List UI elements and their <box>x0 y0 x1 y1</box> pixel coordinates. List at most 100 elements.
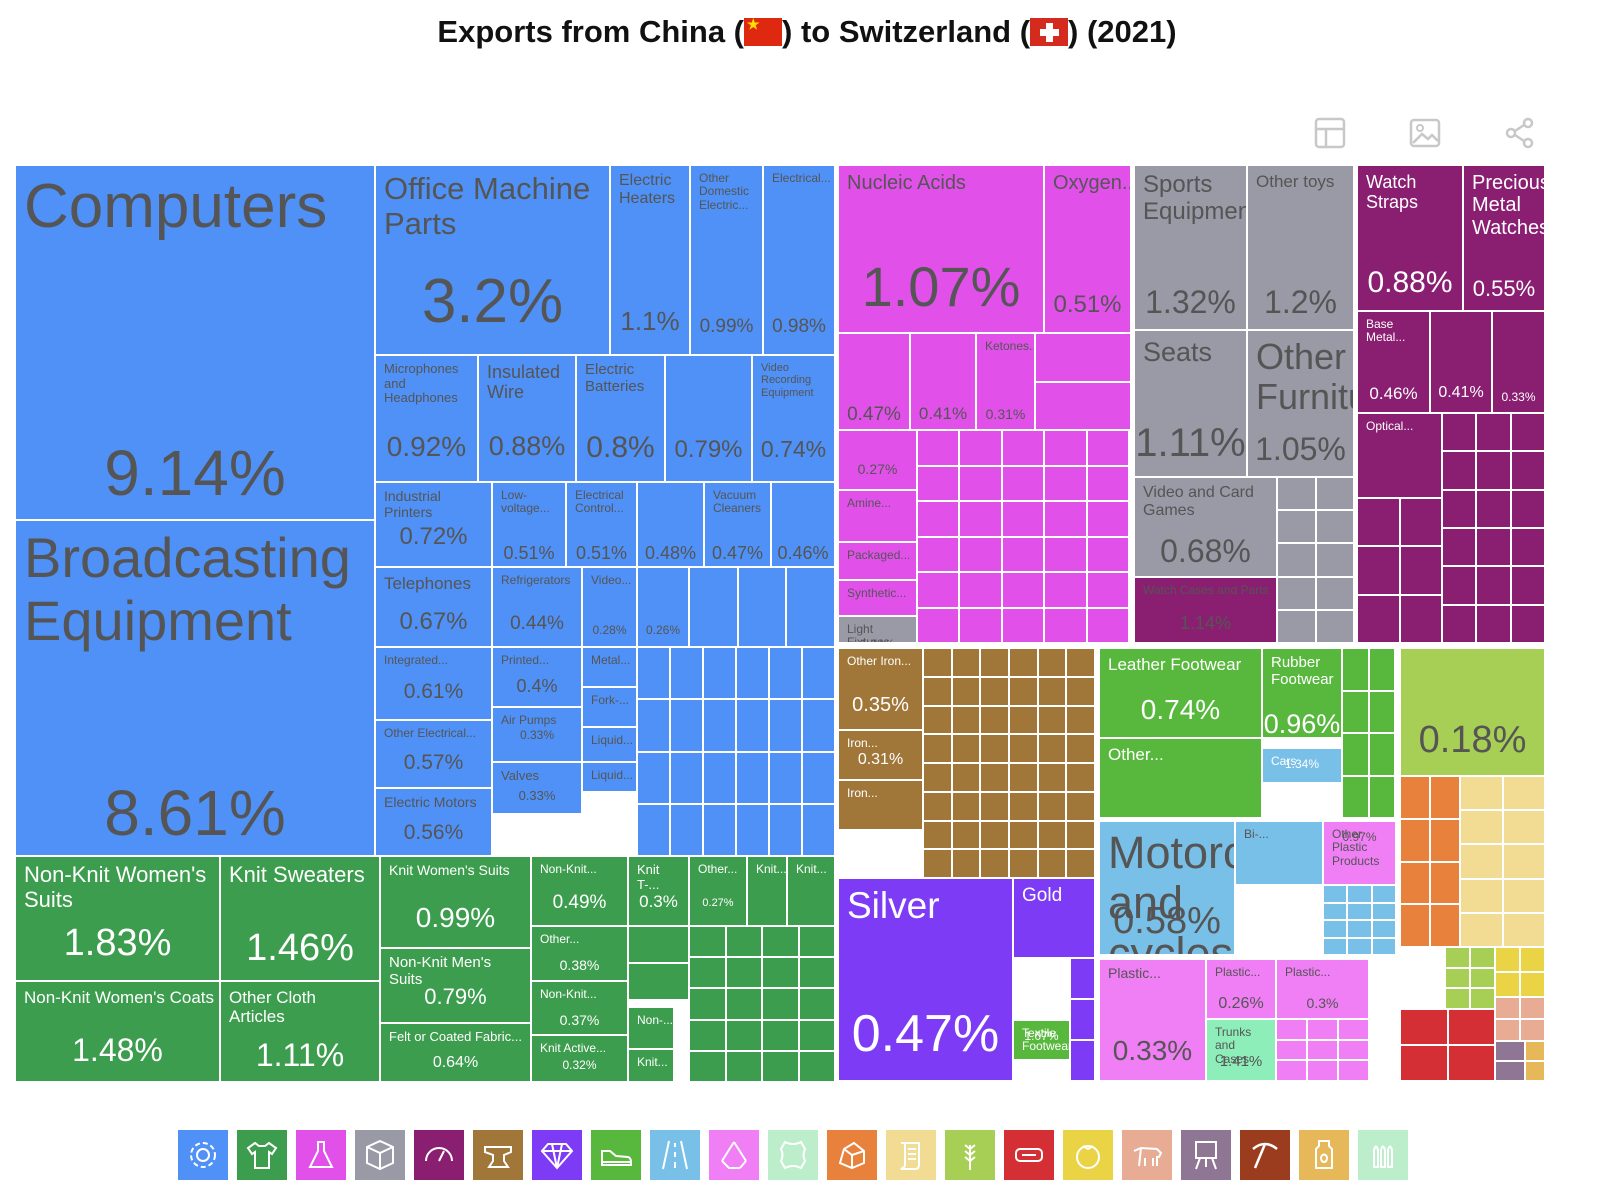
treemap-tile-small[interactable] <box>1009 763 1038 792</box>
treemap-tile-small[interactable] <box>1086 465 1129 501</box>
share-icon[interactable] <box>1503 116 1537 150</box>
treemap-tile-small[interactable] <box>1037 734 1067 763</box>
treemap-tile-small[interactable] <box>798 1050 835 1082</box>
treemap-tile-small[interactable] <box>725 1050 762 1082</box>
treemap-tile-electrical[interactable]: Electrical... 0.98% <box>763 165 835 355</box>
treemap-tile-small[interactable] <box>1276 1019 1307 1040</box>
treemap-tile-unlabeled[interactable]: 0.79% <box>665 355 752 482</box>
treemap-tile-small[interactable] <box>1510 528 1545 567</box>
treemap-tile-small[interactable] <box>917 536 960 572</box>
treemap-tile-video-recording-equipment[interactable]: Video Recording Equipment 0.74% <box>752 355 835 482</box>
treemap-tile-small[interactable] <box>1277 543 1316 577</box>
treemap-tile-small[interactable] <box>1400 818 1430 862</box>
treemap-tile-unlabeled[interactable]: 0.33% <box>1492 311 1545 413</box>
treemap-tile-iron[interactable]: Iron... <box>838 780 923 830</box>
stone-rock-icon[interactable] <box>827 1130 877 1180</box>
treemap-tile-small[interactable] <box>1470 967 1495 989</box>
treemap-tile-ketones[interactable]: Ketones... 0.31% <box>976 333 1035 430</box>
treemap-tile-computers[interactable]: Computers 9.14% <box>15 165 375 520</box>
treemap-tile-small[interactable] <box>1368 733 1395 776</box>
treemap-tile-small[interactable] <box>1342 775 1369 818</box>
treemap-tile-small[interactable] <box>951 820 981 850</box>
treemap-tile-packaged[interactable]: Packaged... <box>838 542 917 580</box>
treemap-tile-small[interactable] <box>762 988 799 1020</box>
treemap-tile-other[interactable]: Other... 0.38% <box>531 926 628 981</box>
treemap-tile-optical[interactable]: Optical... <box>1357 413 1442 498</box>
treemap-tile-valves[interactable]: Valves 0.33% <box>492 762 582 814</box>
treemap-tile-small[interactable] <box>1442 528 1477 567</box>
treemap-tile-small[interactable] <box>1400 904 1430 947</box>
treemap-tile-small[interactable] <box>917 465 960 501</box>
treemap-tile-bi[interactable]: Bi-... <box>1235 821 1323 885</box>
treemap-tile-small[interactable] <box>1037 676 1067 706</box>
treemap-tile-small[interactable] <box>802 699 835 752</box>
treemap-tile-small[interactable] <box>923 705 952 735</box>
treemap-tile-small[interactable] <box>1442 604 1477 643</box>
treemap-tile-small[interactable] <box>762 926 799 958</box>
treemap-tile-small[interactable] <box>628 963 689 1000</box>
treemap-tile-small[interactable] <box>1476 489 1511 528</box>
treemap-tile-small[interactable] <box>725 926 762 958</box>
treemap-tile-small[interactable] <box>1399 498 1442 547</box>
treemap-tile-other[interactable]: Other... <box>1099 738 1262 818</box>
treemap-tile-small[interactable] <box>703 751 736 804</box>
treemap-tile-small[interactable] <box>762 957 799 989</box>
treemap-tile-small[interactable] <box>1315 477 1354 511</box>
treemap-tile-small[interactable] <box>951 648 981 677</box>
treemap-tile-small[interactable] <box>637 647 670 700</box>
treemap-tile-small[interactable] <box>923 763 952 792</box>
treemap-tile-industrial-printers[interactable]: Industrial Printers 0.72% <box>375 482 492 567</box>
treemap-tile-plastic[interactable]: Plastic... 0.26% <box>1206 959 1276 1019</box>
treemap-tile-small[interactable] <box>1502 912 1545 947</box>
treemap-tile-small[interactable] <box>1044 465 1087 501</box>
animal-products-cow-icon[interactable] <box>1122 1130 1172 1180</box>
treemap-tile-small[interactable] <box>1502 878 1545 913</box>
foodstuffs-tomato-icon[interactable] <box>1063 1130 1113 1180</box>
treemap-tile-small[interactable] <box>725 957 762 989</box>
treemap-tile-small[interactable] <box>917 430 960 466</box>
treemap-tile-small[interactable] <box>1001 572 1045 608</box>
precious-metals-diamond-icon[interactable] <box>532 1130 582 1180</box>
treemap-tile-unlabeled[interactable]: 0.48% <box>637 482 704 567</box>
treemap-tile-small[interactable] <box>703 803 736 856</box>
treemap-tile-small[interactable] <box>1510 566 1545 605</box>
treemap-tile-small[interactable] <box>1502 776 1545 811</box>
treemap-tile-other[interactable]: Other... 0.27% <box>689 856 747 926</box>
treemap-tile-small[interactable] <box>1009 676 1038 706</box>
treemap-tile-small[interactable] <box>1009 849 1038 878</box>
treemap-tile-small[interactable] <box>798 926 835 958</box>
treemap-tile-small[interactable] <box>917 501 960 537</box>
treemap-tile-small[interactable] <box>769 751 802 804</box>
treemap-tile-small[interactable] <box>959 572 1002 608</box>
treemap-tile-small[interactable] <box>1342 648 1369 691</box>
treemap-tile-small[interactable] <box>1009 705 1038 735</box>
treemap-tile-small[interactable] <box>1342 690 1369 733</box>
treemap-tile-small[interactable] <box>951 734 981 763</box>
treemap-tile-small[interactable] <box>1070 1040 1095 1081</box>
treemap-tile-small[interactable] <box>1044 607 1087 643</box>
treemap-tile-small[interactable] <box>923 791 952 821</box>
treemap-tile-small[interactable] <box>1001 536 1045 572</box>
treemap-tile-small[interactable] <box>951 763 981 792</box>
treemap-tile-small[interactable] <box>980 763 1009 792</box>
treemap-tile-small[interactable] <box>736 699 769 752</box>
treemap-tile-unlabeled[interactable]: 0.46% <box>771 482 835 567</box>
treemap-tile-small[interactable] <box>1315 510 1354 544</box>
treemap-tile-small[interactable] <box>959 430 1002 466</box>
treemap-tile-small[interactable] <box>1001 607 1045 643</box>
treemap-tile-unlabeled[interactable]: 0.18% <box>1400 648 1545 776</box>
treemap-tile-small[interactable] <box>1495 1061 1525 1081</box>
treemap-tile-small[interactable] <box>769 647 802 700</box>
treemap-tile-small[interactable] <box>1525 1041 1545 1061</box>
treemap-tile-small[interactable] <box>1525 1061 1545 1081</box>
treemap-tile-small[interactable] <box>689 988 726 1020</box>
treemap-tile-silver[interactable]: Silver 0.47% <box>838 878 1013 1081</box>
treemap-tile-small[interactable] <box>725 988 762 1020</box>
treemap-tile-small[interactable] <box>1470 988 1495 1009</box>
footwear-shoe-icon[interactable] <box>591 1130 641 1180</box>
treemap-tile-small[interactable] <box>798 1019 835 1051</box>
treemap-tile-small[interactable] <box>1495 947 1520 972</box>
treemap-tile-watch-cases-and-parts[interactable]: Watch Cases and Parts 1.14% <box>1134 577 1277 643</box>
treemap-tile-broadcasting-equipment[interactable]: Broadcasting Equipment 8.61% <box>15 520 375 856</box>
